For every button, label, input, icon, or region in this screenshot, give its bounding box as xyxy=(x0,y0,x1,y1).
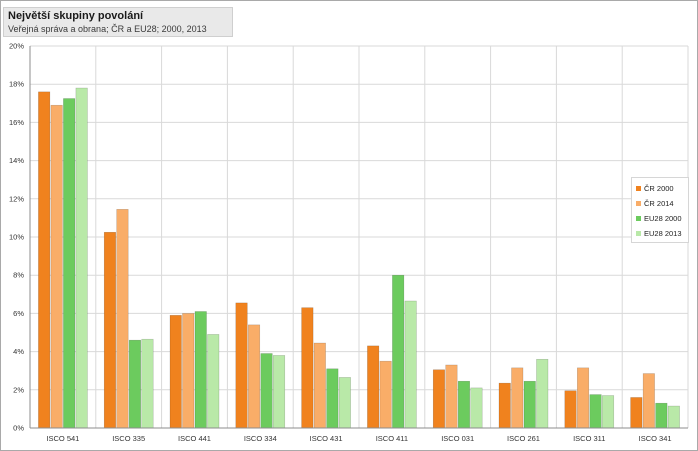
y-tick-label: 20% xyxy=(9,42,24,51)
axes xyxy=(29,46,688,429)
bar xyxy=(326,368,339,429)
legend-swatch-eu28-2000 xyxy=(636,215,641,221)
x-tick-label: ISCO 311 xyxy=(573,434,605,443)
bar xyxy=(75,87,88,429)
bar xyxy=(589,394,602,429)
bar xyxy=(392,274,405,429)
legend-label-eu28-2013: EU28 2013 xyxy=(644,228,682,238)
bar xyxy=(523,380,536,429)
bar xyxy=(630,397,643,429)
bar xyxy=(63,98,76,429)
bar xyxy=(301,307,314,429)
bar xyxy=(655,402,668,429)
x-axis-tick-labels: ISCO 541 ISCO 335 ISCO 441 ISCO 334 ISCO 431… xyxy=(46,434,671,443)
bar xyxy=(602,395,615,429)
bar xyxy=(235,302,248,429)
bar xyxy=(38,91,51,429)
bar xyxy=(498,382,511,429)
bar xyxy=(194,311,207,429)
y-axis-tick-labels: 0% 2% 4% 6% 8% 10% 12% 14% 16% 18% 20% xyxy=(9,42,24,433)
x-tick-label: ISCO 441 xyxy=(178,434,211,443)
bar xyxy=(642,373,655,429)
y-tick-label: 12% xyxy=(9,194,24,203)
bar xyxy=(564,390,577,429)
legend-item-cr-2014: ČR 2014 xyxy=(636,197,674,209)
chart-subtitle: Veřejná správa a obrana; ČR a EU28; 2000… xyxy=(8,24,207,34)
legend-item-eu28-2000: EU28 2000 xyxy=(636,212,682,224)
x-tick-label: ISCO 031 xyxy=(441,434,474,443)
y-tick-label: 14% xyxy=(9,156,24,165)
y-tick-label: 8% xyxy=(13,271,24,280)
bar xyxy=(207,334,220,429)
bar xyxy=(379,360,392,429)
bar xyxy=(404,300,417,429)
x-tick-label: ISCO 261 xyxy=(507,434,540,443)
x-tick-label: ISCO 341 xyxy=(639,434,672,443)
bar xyxy=(116,209,129,429)
legend-item-cr-2000: ČR 2000 xyxy=(636,182,674,194)
bar xyxy=(457,380,470,429)
chart-title: Největší skupiny povolání xyxy=(8,10,144,22)
bar xyxy=(577,367,590,429)
bar xyxy=(248,324,261,429)
bars xyxy=(38,87,680,429)
bar xyxy=(470,387,483,429)
x-tick-label: ISCO 411 xyxy=(376,434,408,443)
legend-item-eu28-2013: EU28 2013 xyxy=(636,227,682,239)
bar xyxy=(511,367,524,429)
bar xyxy=(273,355,286,429)
x-tick-label: ISCO 431 xyxy=(310,434,343,443)
bar xyxy=(367,345,380,429)
x-tick-label: ISCO 335 xyxy=(112,434,145,443)
legend-label-cr-2000: ČR 2000 xyxy=(644,183,674,193)
x-tick-label: ISCO 334 xyxy=(244,434,277,443)
y-tick-label: 16% xyxy=(9,118,24,127)
y-tick-label: 0% xyxy=(13,424,24,433)
x-tick-label: ISCO 541 xyxy=(46,434,79,443)
bar xyxy=(182,313,195,429)
bar xyxy=(260,353,273,429)
bar xyxy=(536,358,549,429)
bar xyxy=(432,369,445,429)
bar xyxy=(313,342,326,429)
legend-swatch-cr-2014 xyxy=(636,200,641,206)
bar xyxy=(338,377,351,429)
legend-swatch-cr-2000 xyxy=(636,185,641,191)
y-tick-label: 6% xyxy=(13,309,24,318)
bar xyxy=(128,339,141,429)
legend-swatch-eu28-2013 xyxy=(636,230,641,236)
bar xyxy=(169,315,182,429)
y-tick-label: 18% xyxy=(9,80,24,89)
y-tick-label: 10% xyxy=(9,233,24,242)
legend-label-eu28-2000: EU28 2000 xyxy=(644,213,682,223)
y-tick-label: 4% xyxy=(13,347,24,356)
bar xyxy=(103,231,116,429)
chart-title-box: Největší skupiny povolání Veřejná správa… xyxy=(3,7,233,37)
bar xyxy=(50,104,63,429)
bar xyxy=(667,405,680,429)
y-tick-label: 2% xyxy=(13,385,24,394)
bar xyxy=(445,364,458,429)
bar xyxy=(141,338,154,429)
legend: ČR 2000 ČR 2014 EU28 2000 EU28 2013 xyxy=(631,177,689,243)
grid-lines xyxy=(29,45,689,429)
legend-label-cr-2014: ČR 2014 xyxy=(644,198,674,208)
